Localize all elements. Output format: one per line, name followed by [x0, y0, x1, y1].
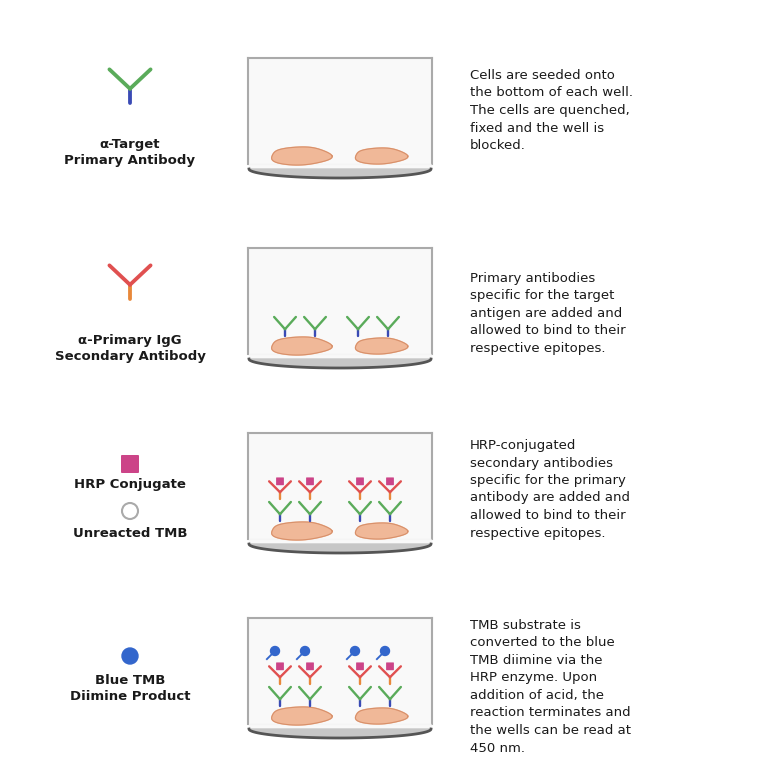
FancyBboxPatch shape — [121, 455, 139, 473]
Text: α-Target
Primary Antibody: α-Target Primary Antibody — [64, 138, 196, 167]
Text: α-Primary IgG
Secondary Antibody: α-Primary IgG Secondary Antibody — [54, 334, 206, 363]
Polygon shape — [355, 523, 408, 539]
Polygon shape — [249, 169, 431, 178]
Polygon shape — [248, 58, 432, 164]
Polygon shape — [355, 708, 408, 724]
Polygon shape — [248, 248, 432, 354]
Polygon shape — [272, 707, 332, 725]
Polygon shape — [272, 147, 332, 165]
Text: Primary antibodies
specific for the target
antigen are added and
allowed to bind: Primary antibodies specific for the targ… — [470, 272, 626, 355]
Circle shape — [270, 646, 280, 656]
Polygon shape — [355, 148, 408, 164]
Polygon shape — [272, 522, 332, 540]
FancyBboxPatch shape — [276, 478, 284, 485]
FancyBboxPatch shape — [356, 478, 364, 485]
FancyBboxPatch shape — [386, 478, 394, 485]
Text: HRP-conjugated
secondary antibodies
specific for the primary
antibody are added : HRP-conjugated secondary antibodies spec… — [470, 439, 630, 539]
Circle shape — [351, 646, 360, 656]
Text: HRP Conjugate: HRP Conjugate — [74, 478, 186, 491]
Polygon shape — [248, 618, 432, 724]
FancyBboxPatch shape — [306, 662, 314, 670]
FancyBboxPatch shape — [306, 478, 314, 485]
Text: Blue TMB
Diimine Product: Blue TMB Diimine Product — [70, 674, 190, 703]
Polygon shape — [248, 433, 432, 539]
Text: TMB substrate is
converted to the blue
TMB diimine via the
HRP enzyme. Upon
addi: TMB substrate is converted to the blue T… — [470, 619, 631, 755]
Polygon shape — [272, 337, 332, 355]
FancyBboxPatch shape — [356, 662, 364, 670]
Polygon shape — [249, 359, 431, 368]
Circle shape — [380, 646, 390, 656]
Circle shape — [300, 646, 309, 656]
FancyBboxPatch shape — [386, 662, 394, 670]
Polygon shape — [249, 544, 431, 553]
Text: Cells are seeded onto
the bottom of each well.
The cells are quenched,
fixed and: Cells are seeded onto the bottom of each… — [470, 69, 633, 152]
Polygon shape — [355, 338, 408, 354]
Polygon shape — [249, 729, 431, 738]
FancyBboxPatch shape — [276, 662, 284, 670]
Text: Unreacted TMB: Unreacted TMB — [73, 527, 187, 540]
Circle shape — [122, 648, 138, 664]
